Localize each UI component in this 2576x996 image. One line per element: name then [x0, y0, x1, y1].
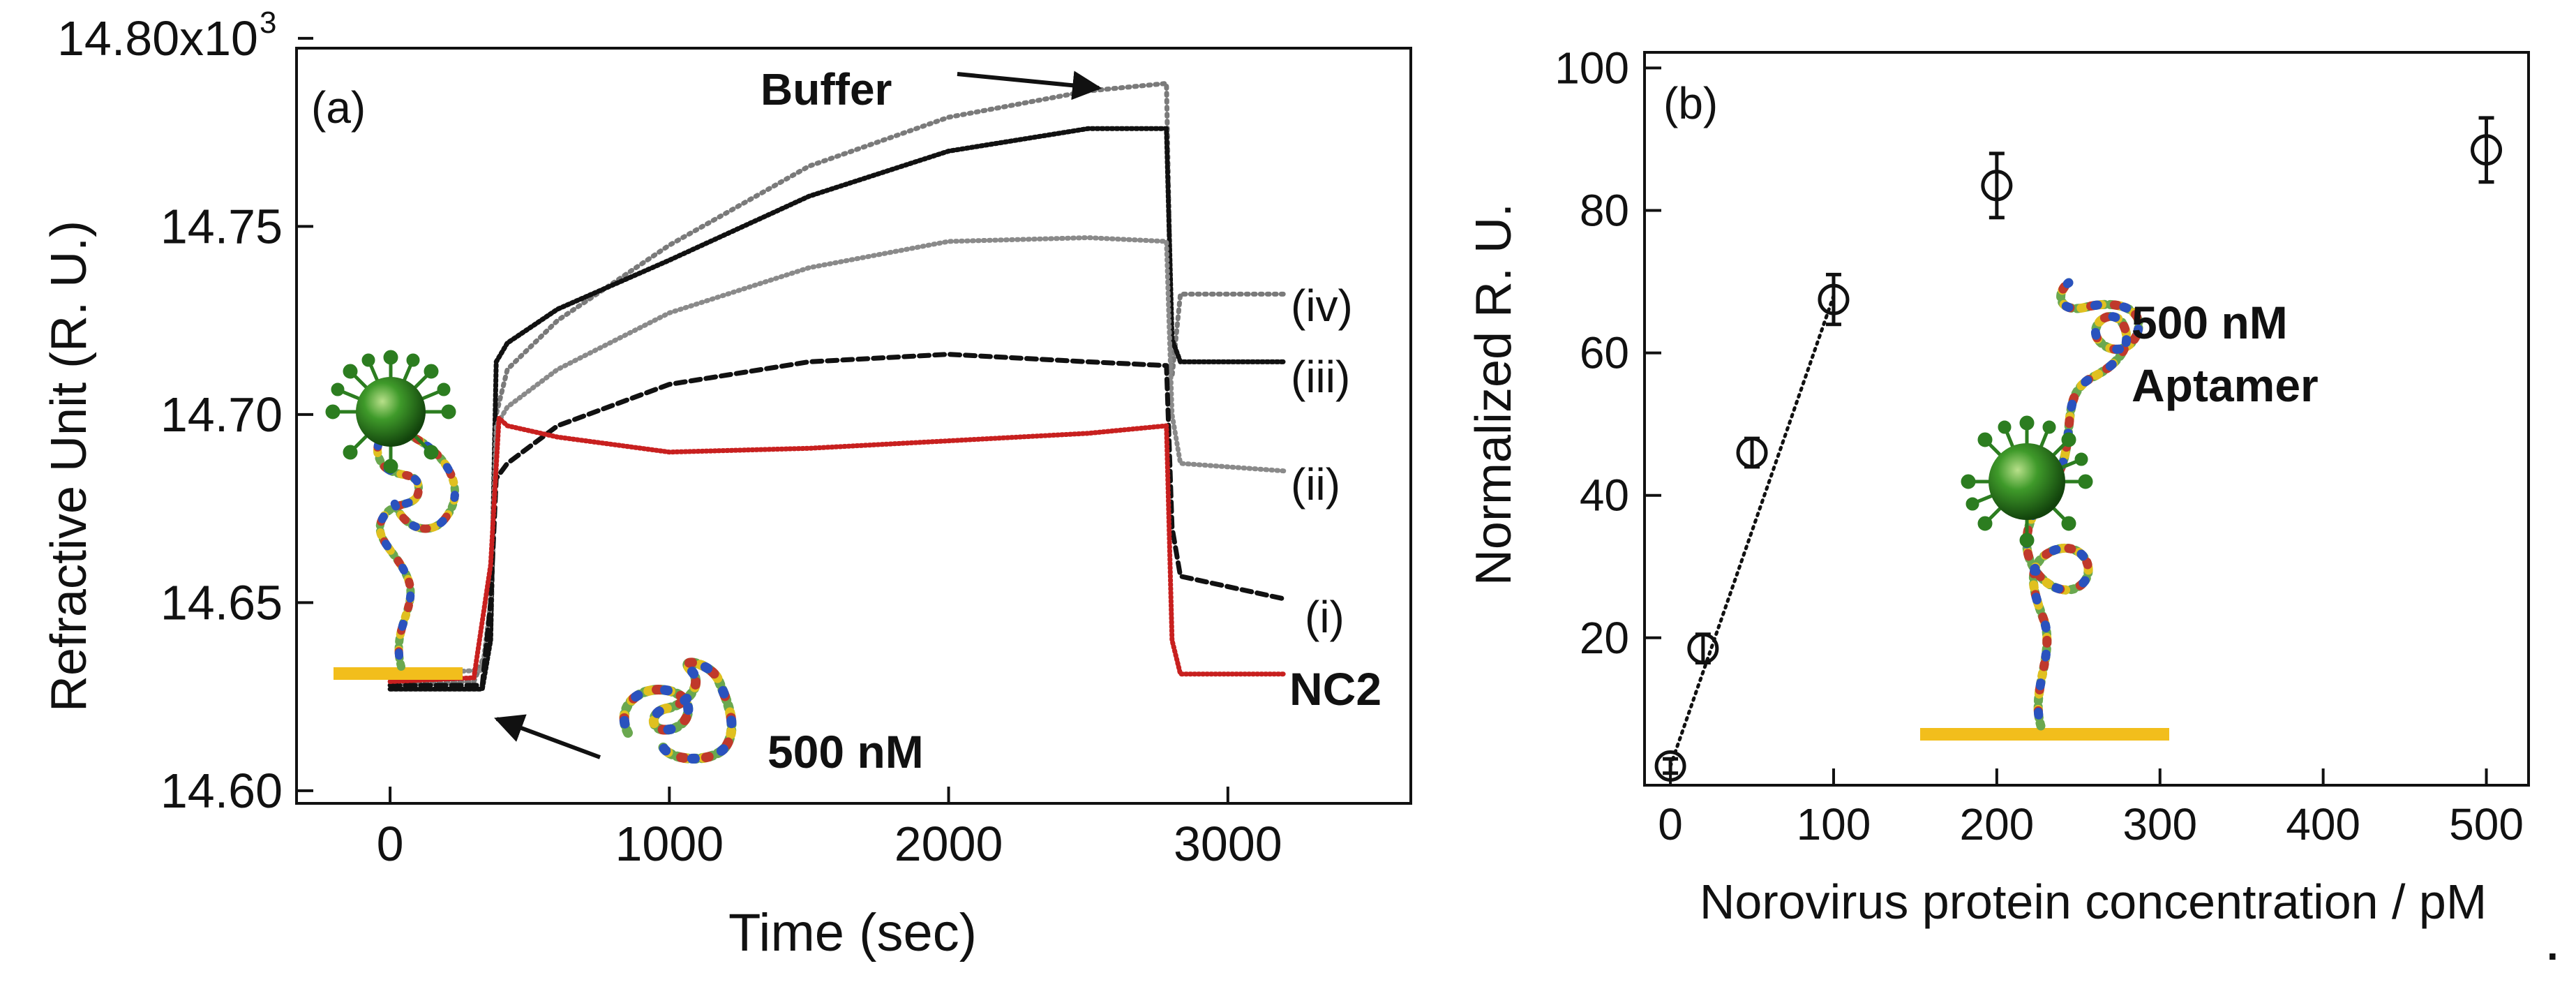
panel-b-x-axis-label: Norovirus protein concentration / pM	[1700, 875, 2487, 929]
panel-a-x-tick-label: 3000	[1174, 817, 1282, 871]
panel-a-series-group	[387, 81, 1287, 692]
panel-b-x-tick-label: 200	[1959, 799, 2034, 849]
panel-a-y-exponent: 3	[260, 6, 276, 40]
data-point	[1736, 436, 1768, 468]
panel-a-x-tick-label: 1000	[615, 817, 724, 871]
panel-a-x-axis-label: Time (sec)	[728, 903, 977, 962]
panel-b-y-tick-label: 60	[1580, 328, 1629, 378]
aptamer-virus-illustration	[1920, 278, 2169, 741]
panel-a-y-axis-label: Refractive Unit (R. U.)	[41, 221, 97, 712]
panel-b-x-ticks: 0 100 200 300 400 500	[1658, 768, 2524, 849]
panel-a-y-tick-label: 14.70	[160, 387, 283, 442]
panel-b-y-tick-label: 100	[1555, 43, 1629, 93]
data-point	[1687, 632, 1719, 664]
panel-a-y-tick-label: 14.80x10	[57, 11, 258, 66]
virus-particle-a	[356, 377, 426, 447]
panel-a-y-tick-label: 14.60	[160, 764, 283, 818]
series-line-buffer	[387, 81, 1287, 688]
data-point	[2471, 134, 2503, 166]
panel-b-y-axis-label: Normalized R. U.	[1466, 203, 1522, 586]
curve-label-nc2: NC2	[1289, 663, 1381, 715]
curve-label-iv: (iv)	[1291, 281, 1353, 331]
aptamer-annotation-line2: Aptamer	[2132, 359, 2319, 411]
panel-b-y-tick-label: 40	[1580, 470, 1629, 521]
panel-a-chart: (a) 14.60 14.65 14.70 14.75 14.80x10 3 0 1000 2…	[41, 6, 1412, 962]
injection-annotation: 500 nM	[767, 726, 924, 778]
buffer-annotation: Buffer	[761, 64, 892, 114]
panel-b-chart: (b) 20 40 60 80 100 0 100 200 300 400 500 Normali…	[1466, 43, 2530, 929]
data-point	[1654, 750, 1686, 782]
panel-a-y-ticks: 14.60 14.65 14.70 14.75 14.80x10 3	[57, 6, 313, 818]
panel-b-x-tick-label: 300	[2122, 799, 2197, 849]
panel-a-label: (a)	[311, 82, 366, 133]
series-line-iii	[387, 235, 1287, 677]
curve-label-iii: (iii)	[1291, 352, 1350, 402]
series-line-iv	[387, 126, 1287, 692]
panel-a-x-ticks: 0 1000 2000 3000	[377, 787, 1282, 871]
trailing-mark: .	[2547, 922, 2559, 969]
series-line-nc2	[387, 415, 1287, 684]
data-point	[1818, 283, 1850, 315]
panel-a-y-tick-label: 14.65	[160, 575, 283, 630]
gold-surface-bar-b	[1920, 728, 2169, 741]
panel-a-y-tick-label: 14.75	[160, 199, 283, 253]
buffer-arrow	[957, 70, 1102, 101]
panel-b-plot-frame	[1643, 51, 2530, 787]
gold-surface-bar	[334, 667, 463, 680]
panel-b-fit-group	[1668, 294, 1836, 768]
panel-b-label: (b)	[1663, 78, 1718, 128]
panel-a-x-tick-label: 0	[377, 817, 404, 871]
panel-b-x-tick-label: 400	[2286, 799, 2360, 849]
curve-label-ii: (ii)	[1291, 459, 1340, 510]
bound-virus-illustration	[325, 350, 463, 680]
virus-particle-b	[1989, 443, 2065, 520]
free-aptamer-illustration	[619, 657, 737, 764]
panel-b-x-tick-label: 0	[1658, 799, 1683, 849]
panel-b-y-tick-label: 80	[1580, 186, 1629, 236]
panel-b-y-tick-label: 20	[1580, 613, 1629, 663]
series-line-ii	[387, 352, 1287, 688]
panel-b-x-tick-label: 500	[2449, 799, 2524, 849]
panel-b-x-tick-label: 100	[1797, 799, 1871, 849]
panel-a-x-tick-label: 2000	[894, 817, 1003, 871]
panel-b-y-ticks: 20 40 60 80 100	[1555, 43, 1661, 663]
panel-b-fit-line	[1668, 294, 1836, 768]
injection-arrow	[494, 714, 601, 759]
aptamer-annotation-line1: 500 nM	[2132, 297, 2288, 348]
panel-a-plot-frame	[295, 47, 1412, 805]
data-point	[1981, 170, 2013, 202]
curve-label-i: (i)	[1305, 592, 1345, 642]
panel-b-points-group	[1654, 116, 2503, 782]
